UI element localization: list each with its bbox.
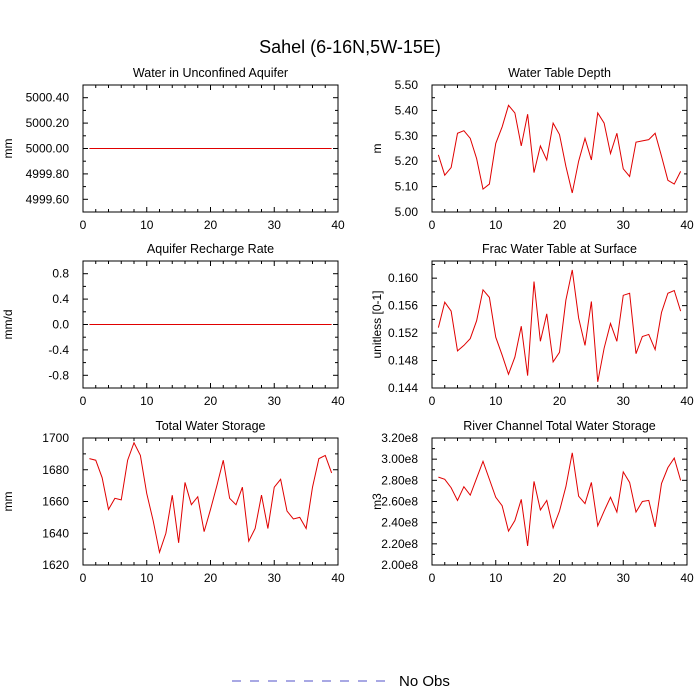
chart-panel-3: Frac Water Table at Surface 0 10 20 30 40 0.14… <box>370 242 694 408</box>
y-tick-label: 1640 <box>42 526 69 540</box>
x-tick-label: 40 <box>680 571 694 585</box>
y-tick-label: 0.4 <box>52 292 69 306</box>
y-tick-label: 3.20e8 <box>381 431 418 445</box>
y-tick-label: 4999.60 <box>26 192 70 206</box>
y-tick-label: -0.4 <box>48 343 69 357</box>
y-axis-label: mm <box>1 139 15 159</box>
x-tick-label: 10 <box>489 571 503 585</box>
chart-panel-5: River Channel Total Water Storage 0 10 20 30… <box>370 419 694 585</box>
y-axis-label: m3 <box>370 493 384 510</box>
x-tick-label: 30 <box>268 218 282 232</box>
x-tick-label: 20 <box>204 218 218 232</box>
panel-title: Aquifer Recharge Rate <box>147 242 274 256</box>
y-tick-label: 5000.20 <box>26 116 70 130</box>
chart-panel-1: Water Table Depth 0 10 20 30 40 5.00 5.10 5.20 5.… <box>370 66 694 232</box>
x-tick-label: 0 <box>80 571 87 585</box>
x-tick-label: 30 <box>617 218 631 232</box>
y-tick-label: 2.80e8 <box>381 473 418 487</box>
legend: No Obs 1850_162 <box>232 673 450 690</box>
y-axis-label: unitless [0-1] <box>370 290 384 358</box>
y-tick-label: 0.8 <box>52 267 69 281</box>
x-tick-label: 0 <box>429 394 436 408</box>
x-tick-label: 20 <box>553 394 567 408</box>
y-tick-label: 2.60e8 <box>381 495 418 509</box>
x-tick-label: 10 <box>140 218 154 232</box>
x-tick-label: 10 <box>489 218 503 232</box>
plot-frame <box>82 437 339 566</box>
y-tick-label: 1680 <box>42 463 69 477</box>
series-line-1850_162 <box>437 269 682 382</box>
x-tick-label: 40 <box>680 394 694 408</box>
chart-panel-0: Water in Unconfined Aquifer 0 10 20 30 40 4999… <box>1 66 345 232</box>
panel-title: Total Water Storage <box>155 419 265 433</box>
y-tick-label: 5000.00 <box>26 142 70 156</box>
x-tick-label: 10 <box>489 394 503 408</box>
panel-title: River Channel Total Water Storage <box>463 419 656 433</box>
y-tick-label: 5.00 <box>395 205 419 219</box>
y-tick-label: 5.10 <box>395 180 419 194</box>
x-tick-label: 0 <box>80 394 87 408</box>
x-tick-label: 10 <box>140 571 154 585</box>
series-line-1850_162 <box>89 441 333 555</box>
y-axis-label: mm/d <box>1 310 15 340</box>
x-tick-label: 30 <box>268 394 282 408</box>
y-tick-label: 5.20 <box>395 154 419 168</box>
y-tick-label: 4999.80 <box>26 167 70 181</box>
y-tick-label: 5000.40 <box>26 91 70 105</box>
x-tick-label: 40 <box>680 218 694 232</box>
x-tick-label: 20 <box>204 571 218 585</box>
x-tick-label: 40 <box>331 394 345 408</box>
plot-frame <box>431 260 688 389</box>
y-tick-label: 0.144 <box>388 381 418 395</box>
panel-title: Water Table Depth <box>508 66 611 80</box>
x-tick-label: 20 <box>204 394 218 408</box>
y-axis-label: mm <box>1 492 15 512</box>
figure-title: Sahel (6-16N,5W-15E) <box>259 37 441 57</box>
chart-panel-2: Aquifer Recharge Rate 0 10 20 30 40 -0.8 -0.4 0.… <box>1 242 345 408</box>
y-tick-label: 5.50 <box>395 78 419 92</box>
panel-title: Water in Unconfined Aquifer <box>133 66 288 80</box>
legend-label-no-obs: No Obs <box>399 673 450 690</box>
y-tick-label: 2.40e8 <box>381 516 418 530</box>
x-tick-label: 0 <box>80 218 87 232</box>
x-tick-label: 40 <box>331 571 345 585</box>
series-line-1850_162 <box>438 452 682 547</box>
y-tick-label: 2.20e8 <box>381 537 418 551</box>
chart-panel-4: Total Water Storage 0 10 20 30 40 1620 1640 1660… <box>1 419 345 585</box>
y-tick-label: 1660 <box>42 495 69 509</box>
panel-title: Frac Water Table at Surface <box>482 242 637 256</box>
x-tick-label: 30 <box>617 394 631 408</box>
y-tick-label: 0.160 <box>388 271 418 285</box>
x-tick-label: 30 <box>268 571 282 585</box>
y-tick-label: 0.152 <box>388 326 418 340</box>
x-tick-label: 0 <box>429 218 436 232</box>
series-line-1850_162 <box>437 104 682 194</box>
y-tick-label: 0.148 <box>388 354 418 368</box>
y-axis-label: m <box>370 144 384 154</box>
y-tick-label: 3.00e8 <box>381 452 418 466</box>
y-tick-label: 5.30 <box>395 129 419 143</box>
x-tick-label: 10 <box>140 394 154 408</box>
y-tick-label: 0.156 <box>388 299 418 313</box>
y-tick-label: 0.0 <box>52 318 69 332</box>
x-tick-label: 20 <box>553 571 567 585</box>
x-tick-label: 20 <box>553 218 567 232</box>
chart-panels: Water in Unconfined Aquifer 0 10 20 30 40 4999… <box>1 66 694 585</box>
x-tick-label: 30 <box>617 571 631 585</box>
x-tick-label: 40 <box>331 218 345 232</box>
x-tick-label: 0 <box>429 571 436 585</box>
y-tick-label: 2.00e8 <box>381 558 418 572</box>
y-tick-label: -0.8 <box>48 368 69 382</box>
y-tick-label: 1700 <box>42 431 69 445</box>
plot-frame <box>431 84 688 213</box>
y-tick-label: 5.40 <box>395 103 419 117</box>
y-tick-label: 1620 <box>42 558 69 572</box>
